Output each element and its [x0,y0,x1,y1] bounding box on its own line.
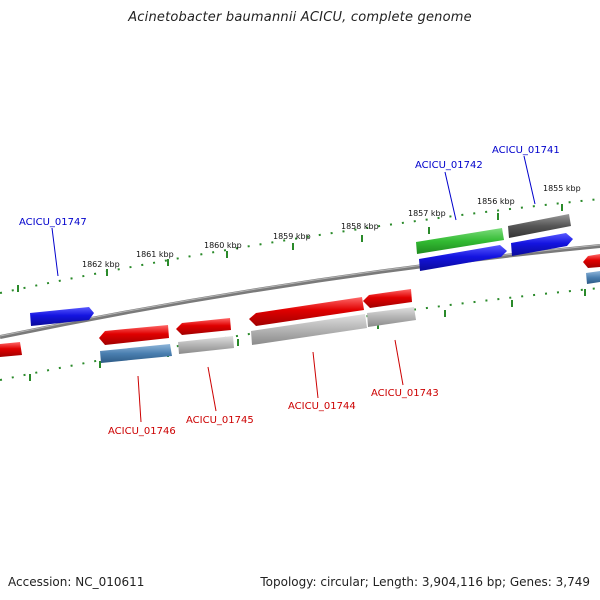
scale-label-1858: 1858 kbp [341,222,379,231]
reverse-tick-ring [0,287,600,381]
scale-label-1855: 1855 kbp [543,184,581,193]
gene-acicu-01744-gray-block[interactable] [251,314,367,345]
gene-acicu-01746-steel-block[interactable] [100,344,172,363]
accession-text: Accession: NC_010611 [8,575,145,589]
gene-acicu-01747-arrow[interactable] [30,307,94,326]
gene-acicu-01741-blue-arrow[interactable] [511,233,573,256]
gene-acicu-01743-red-arrow[interactable] [363,289,412,308]
gene-edge-red-arrow[interactable] [583,254,600,268]
scale-label-1860: 1860 kbp [204,241,242,250]
gene-acicu-01744-red-arrow[interactable] [249,297,364,326]
gene-label-acicu-01746[interactable]: ACICU_01746 [108,426,176,437]
gene-label-acicu-01741[interactable]: ACICU_01741 [492,145,560,156]
scale-label-1859: 1859 kbp [273,232,311,241]
gene-acicu-01741-dark-arrow[interactable] [508,214,571,238]
scale-label-1856: 1856 kbp [477,197,515,206]
gene-label-acicu-01745[interactable]: ACICU_01745 [186,415,254,426]
forward-label-leaders [51,155,536,277]
gene-label-acicu-01742[interactable]: ACICU_01742 [415,160,483,171]
gene-edge-left-red-arrow[interactable] [0,342,22,357]
gene-acicu-01742-blue-arrow[interactable] [419,245,507,271]
scale-label-1861: 1861 kbp [136,250,174,259]
reverse-label-leaders [137,339,404,423]
gene-label-acicu-01743[interactable]: ACICU_01743 [371,388,439,399]
map-title: Acinetobacter baumannii ACICU, complete … [128,10,472,25]
forward-tick-ring [0,198,600,294]
forward-major-ticks [17,204,563,292]
scale-label-1857: 1857 kbp [408,209,446,218]
gene-acicu-01745-red-arrow[interactable] [176,318,231,335]
gene-acicu-01742-green-arrow[interactable] [416,228,504,254]
gene-label-acicu-01747[interactable]: ACICU_01747 [19,217,87,228]
gene-edge-steel-block[interactable] [586,271,600,284]
genome-summary-text: Topology: circular; Length: 3,904,116 bp… [260,575,590,589]
gene-label-acicu-01744[interactable]: ACICU_01744 [288,401,356,412]
gene-acicu-01746-red-arrow[interactable] [99,325,169,345]
scale-label-1862: 1862 kbp [82,260,120,269]
genome-backbone-highlight [0,244,600,337]
gene-acicu-01743-gray-block[interactable] [367,307,416,327]
gene-acicu-01745-gray-block[interactable] [178,336,234,354]
